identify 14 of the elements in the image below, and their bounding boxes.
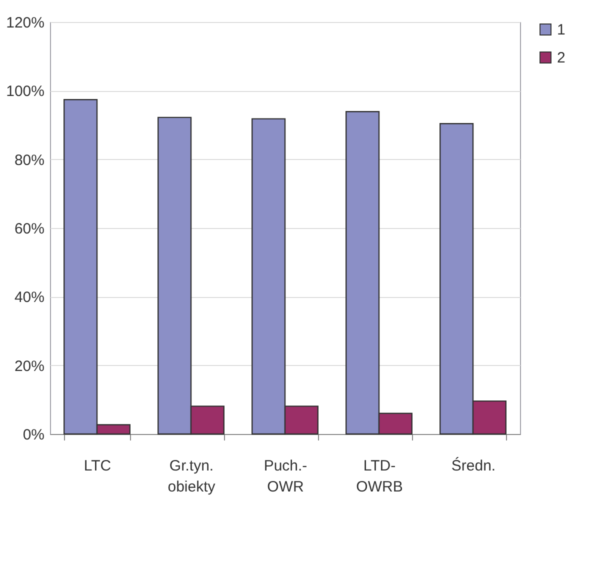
legend-label: 1 xyxy=(557,22,566,38)
y-tick-label: 100% xyxy=(6,83,44,100)
x-tick-label: Puch.- OWR xyxy=(264,458,308,496)
x-tick-label: Średn. xyxy=(451,456,496,474)
y-tick-label: 80% xyxy=(14,152,44,169)
y-tick-label: 20% xyxy=(14,358,44,375)
x-tick-label: Gr.tyn. obiekty xyxy=(168,458,216,496)
y-tick-label: 40% xyxy=(14,289,44,306)
x-tick-label: LTC xyxy=(84,458,112,474)
y-tick-label: 0% xyxy=(22,426,44,444)
legend-label: 2 xyxy=(557,50,566,66)
y-tick-label: 60% xyxy=(14,220,44,238)
x-tick-label: LTD- OWRB xyxy=(356,458,403,496)
y-tick-label: 120% xyxy=(6,14,44,32)
